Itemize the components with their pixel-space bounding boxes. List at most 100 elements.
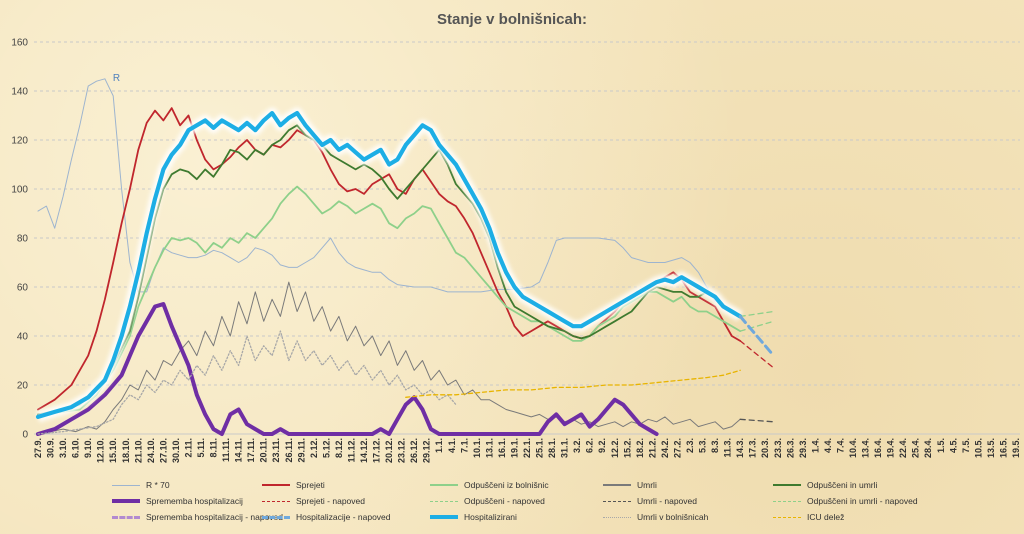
x-tick-label: 18.2. — [635, 438, 645, 458]
x-tick-label: 24.10. — [146, 438, 156, 463]
x-tick-label: 29.11. — [296, 438, 306, 463]
x-tick-label: 23.3. — [773, 438, 783, 458]
x-tick-label: 7.4. — [835, 438, 845, 453]
x-tick-label: 11.11. — [221, 438, 231, 462]
legend-label: Odpuščeni iz bolnišnic — [464, 480, 549, 490]
legend-swatch — [112, 499, 140, 503]
x-tick-label: 16.1. — [497, 438, 507, 458]
legend-swatch — [430, 484, 458, 486]
x-tick-label: 27.2. — [672, 438, 682, 458]
r-series-label: R — [113, 73, 120, 84]
legend-swatch — [773, 484, 801, 486]
x-tick-label: 8.11. — [209, 438, 219, 458]
legend-swatch — [603, 500, 631, 502]
x-tick-label: 11.3. — [723, 438, 733, 458]
x-tick-label: 28.4. — [923, 438, 933, 458]
legend-item-sprejeti: Sprejeti — [262, 478, 325, 492]
x-tick-label: 24.2. — [660, 438, 670, 458]
series-line-hospitalizacije-napoved — [738, 314, 776, 358]
x-tick-label: 14.11. — [234, 438, 244, 463]
x-tick-label: 31.1. — [560, 438, 570, 458]
legend-item-sprememba-hospitalizacij-napoved: Sprememba hospitalizacij - napoved — [112, 510, 283, 524]
x-tick-label: 12.10. — [96, 438, 106, 463]
x-tick-label: 20.11. — [259, 438, 269, 463]
series-line-sprejeti-napoved — [739, 340, 775, 369]
x-tick-label: 28.1. — [547, 438, 557, 458]
y-tick-label: 140 — [11, 87, 28, 98]
x-tick-label: 4.4. — [823, 438, 833, 453]
x-tick-label: 27.9. — [33, 438, 43, 458]
x-tick-label: 2.3. — [685, 438, 695, 453]
legend-label: Odpuščeni in umrli - napoved — [807, 496, 918, 506]
x-tick-label: 3.2. — [572, 438, 582, 453]
x-tick-label: 16.5. — [998, 438, 1008, 458]
legend-label: Umrli - napoved — [637, 496, 697, 506]
series-line-r-70 — [37, 78, 716, 303]
x-tick-label: 2.12. — [309, 438, 319, 458]
x-tick-label: 29.3. — [798, 438, 808, 458]
x-tick-label: 11.12. — [346, 438, 356, 463]
x-tick-label: 6.2. — [585, 438, 595, 453]
legend-label: Sprejeti — [296, 480, 325, 490]
x-tick-label: 13.5. — [986, 438, 996, 458]
x-tick-label: 12.2. — [610, 438, 620, 458]
x-tick-label: 26.11. — [284, 438, 294, 463]
series-line-odpu-eni-napoved — [739, 320, 775, 332]
x-tick-label: 5.12. — [321, 438, 331, 458]
legend-item-hospitalizirani: Hospitalizirani — [430, 510, 517, 524]
legend-label: Hospitalizacije - napoved — [296, 512, 391, 522]
legend-swatch — [262, 484, 290, 486]
y-tick-label: 120 — [11, 136, 28, 147]
y-tick-label: 60 — [17, 283, 29, 294]
series-line-odpu-eni-in-umrli — [37, 124, 742, 416]
y-tick-label: 160 — [11, 38, 28, 49]
series-line-umrli — [37, 281, 741, 435]
x-tick-label: 22.4. — [898, 438, 908, 458]
x-tick-label: 20.12. — [384, 438, 394, 463]
x-tick-label: 7.5. — [961, 438, 971, 453]
x-tick-label: 25.1. — [535, 438, 545, 458]
x-tick-label: 9.2. — [597, 438, 607, 453]
x-tick-label: 21.10. — [133, 438, 143, 463]
legend-swatch — [112, 484, 140, 486]
y-tick-label: 100 — [11, 185, 28, 196]
series-line-sprememba-hospitalizacij — [36, 302, 659, 436]
legend-swatch — [603, 516, 631, 518]
series-line-umrli-v-bolni-nicah — [37, 330, 457, 435]
hospitalizirani-glow — [36, 107, 743, 423]
x-tick-label: 7.1. — [459, 438, 469, 453]
x-tick-label: 8.3. — [710, 438, 720, 453]
x-tick-label: 9.10. — [83, 438, 93, 458]
x-axis: 27.9. 30.9. 3.10. 6.10. 9.10. 12.10. 15.10. 18.… — [33, 438, 1021, 463]
legend-item-odpu-eni-in-umrli: Odpuščeni in umrli — [773, 478, 877, 492]
legend-item-odpu-eni-napoved: Odpuščeni - napoved — [430, 494, 545, 508]
chart-title: Stanje v bolnišnicah: — [437, 11, 587, 28]
legend-item-umrli: Umrli — [603, 478, 657, 492]
x-tick-label: 13.1. — [484, 438, 494, 458]
x-tick-label: 21.2. — [647, 438, 657, 458]
x-tick-label: 3.10. — [58, 438, 68, 458]
x-tick-label: 1.1. — [434, 438, 444, 453]
legend-label: Odpuščeni - napoved — [464, 496, 545, 506]
x-tick-label: 26.12. — [409, 438, 419, 463]
legend-item-sprejeti-napoved: Sprejeti - napoved — [262, 494, 365, 508]
x-tick-label: 2.11. — [183, 438, 193, 458]
legend-swatch — [262, 515, 290, 519]
y-tick-label: 80 — [17, 234, 29, 245]
x-tick-label: 10.4. — [848, 438, 858, 458]
y-tick-label: 20 — [17, 381, 29, 392]
x-tick-label: 4.5. — [948, 438, 958, 453]
x-tick-label: 25.4. — [911, 438, 921, 458]
x-tick-label: 5.3. — [698, 438, 708, 453]
legend-swatch — [603, 484, 631, 486]
x-tick-label: 1.4. — [810, 438, 820, 453]
x-tick-label: 13.4. — [861, 438, 871, 458]
x-tick-label: 23.12. — [397, 438, 407, 463]
x-tick-label: 8.12. — [334, 438, 344, 458]
x-tick-label: 19.1. — [509, 438, 519, 458]
x-tick-label: 23.11. — [271, 438, 281, 463]
legend-swatch — [262, 500, 290, 502]
x-tick-label: 22.1. — [522, 438, 532, 458]
legend: R * 70 Sprejeti Odpuščeni iz bolnišnic Umrl… — [0, 478, 1024, 534]
x-tick-label: 6.10. — [71, 438, 81, 458]
